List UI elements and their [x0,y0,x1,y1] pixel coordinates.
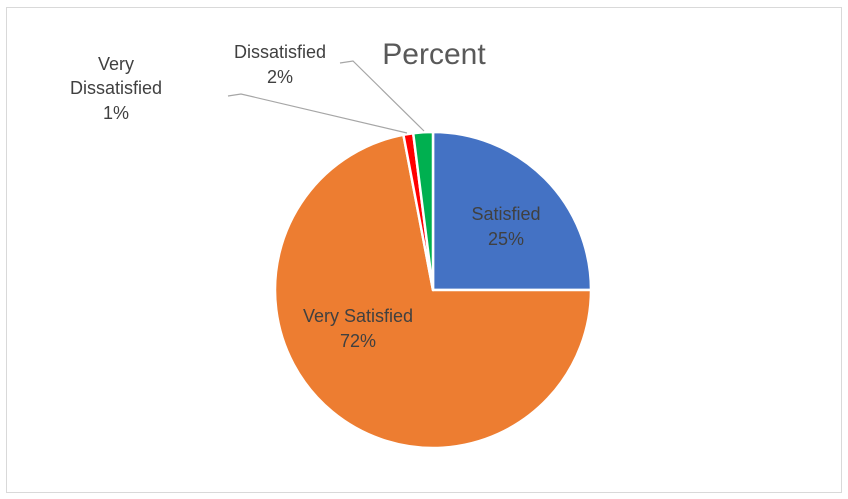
slice-labels: Satisfied 25% Very Satisfied 72% Very Dissati… [70,42,541,351]
slice-label-dissatisfied: Dissatisfied [234,42,326,62]
slice-label-very-dissatisfied-line-2: Dissatisfied [70,78,162,98]
leader-line-very-dissatisfied [227,93,408,134]
pie-slice-satisfied [431,130,593,292]
pie-slice-dissatisfied [411,130,435,292]
leader-lines [227,60,425,134]
leader-line-dissatisfied [339,60,425,132]
slice-label-satisfied: Satisfied [471,204,540,224]
slice-label-very-dissatisfied-line-1: Very [98,54,134,74]
pie-slice-very-satisfied [273,133,593,450]
pie-slices [273,130,593,450]
slice-value-very-satisfied: 72% [340,331,376,351]
chart-title: Percent [382,38,486,71]
slice-label-very-satisfied: Very Satisfied [303,306,413,326]
slice-value-dissatisfied: 2% [267,67,293,87]
slice-value-satisfied: 25% [488,229,524,249]
slice-value-very-dissatisfied: 1% [103,103,129,123]
